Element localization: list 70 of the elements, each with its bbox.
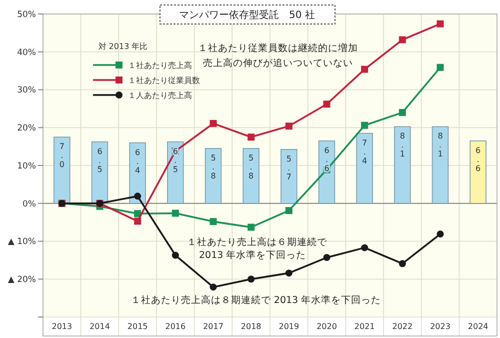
data-label: 5.8 [208, 153, 218, 180]
point [398, 36, 406, 44]
x-tick-label: 2017 [203, 322, 224, 331]
point [210, 284, 217, 291]
annotation: 2013 年水準を下回った [199, 249, 306, 261]
x-tick-label: 2024 [468, 322, 488, 331]
legend-label: １人あたり売上高 [128, 90, 192, 100]
x-tick-label: 2014 [90, 322, 110, 331]
point [210, 218, 217, 226]
legend-label: １社あたり従業員数 [128, 76, 200, 85]
y-tick-label: 20% [17, 124, 36, 134]
data-label: 6.4 [133, 148, 142, 175]
point [361, 244, 368, 252]
x-tick-label: 2015 [127, 322, 148, 331]
annotation: １社あたり従業員数は継続的に増加 [198, 42, 358, 54]
point [323, 254, 330, 262]
x-tick-label: 2013 [52, 322, 72, 331]
x-tick-label: 2022 [392, 322, 413, 331]
y-tick-label: ▲ 10% [8, 237, 36, 248]
point [361, 122, 368, 129]
point [134, 210, 142, 218]
data-label: 7.0 [57, 142, 66, 170]
point [436, 230, 444, 238]
data-label: 6.5 [95, 146, 104, 174]
data-label: 5.8 [246, 153, 256, 180]
point [285, 207, 292, 214]
annotation: １社あたり売上高は８期連続で 2013 年水準を下回った [130, 294, 382, 306]
data-label: 6.6 [474, 146, 483, 173]
point [323, 100, 330, 108]
x-tick-label: 2016 [165, 322, 186, 331]
legend-label: １社あたり売上高 [128, 60, 192, 70]
annotation: 売上高の伸びが追いついていない [203, 57, 353, 69]
data-label: 6.5 [170, 146, 180, 174]
data-label: 5.7 [284, 154, 294, 182]
point [436, 20, 444, 28]
y-tick-label: 30% [17, 86, 36, 96]
point [134, 192, 142, 200]
point [248, 134, 255, 141]
annotation: １社あたり売上高は６期連続で [187, 236, 328, 248]
x-tick-label: 2018 [240, 322, 262, 331]
x-tick-label: 2023 [430, 322, 450, 331]
point [172, 252, 179, 259]
point [210, 120, 217, 127]
point [285, 270, 292, 277]
y-tick-label: ▲ 20% [8, 275, 36, 286]
bar [167, 141, 184, 204]
data-label: 8.1 [436, 132, 445, 159]
chart-title: マンパワー依存型受託 50 社 [179, 9, 315, 21]
point [248, 224, 255, 231]
point [172, 210, 179, 217]
legend-title: 対 2013 年比 [98, 42, 148, 51]
point [398, 108, 406, 116]
bar [394, 126, 411, 204]
point [436, 64, 444, 71]
point [285, 122, 292, 130]
data-label: 8.1 [398, 132, 407, 159]
y-tick-label: 10% [17, 161, 36, 172]
y-tick-label: 50% [17, 10, 36, 20]
y-tick-label: 40% [17, 48, 36, 58]
data-label: 6.6 [322, 146, 332, 173]
x-tick-label: 2021 [354, 322, 375, 331]
y-tick-label: 0% [22, 199, 36, 210]
point [134, 218, 142, 225]
data-label: 7.4 [360, 138, 370, 166]
point [248, 276, 255, 283]
x-tick-label: 2020 [316, 322, 337, 331]
bar [356, 132, 373, 204]
point [398, 260, 406, 268]
x-tick-label: 2019 [278, 322, 300, 331]
point [361, 66, 368, 73]
